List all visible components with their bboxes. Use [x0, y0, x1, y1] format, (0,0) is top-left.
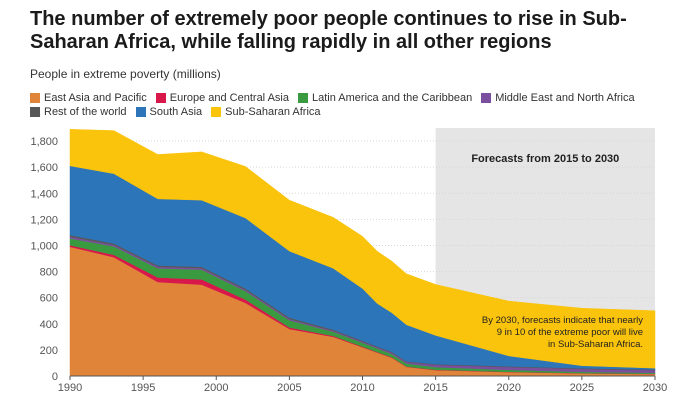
- legend: East Asia and Pacific Europe and Central…: [30, 91, 670, 119]
- y-tick-label: 1,600: [30, 162, 58, 174]
- legend-row-2: Rest of the world South Asia Sub-Saharan…: [30, 105, 670, 119]
- x-tick-label: 2020: [497, 382, 521, 394]
- forecast-note-line: By 2030, forecasts indicate that nearly: [482, 315, 643, 326]
- x-tick-label: 2030: [643, 382, 667, 394]
- y-tick-label: 600: [40, 293, 58, 305]
- legend-swatch-south-asia: [135, 107, 146, 117]
- legend-item-middle-east-north-africa: Middle East and North Africa: [481, 92, 635, 104]
- x-tick-label: 2010: [350, 382, 374, 394]
- x-tick-label: 1995: [131, 382, 155, 394]
- legend-label-rest-of-world: Rest of the world: [44, 106, 127, 118]
- legend-item-sub-saharan-africa: Sub-Saharan Africa: [211, 106, 321, 118]
- y-tick-label: 1,200: [30, 214, 58, 226]
- legend-item-latin-america-caribbean: Latin America and the Caribbean: [297, 92, 473, 104]
- legend-swatch-rest-of-world: [30, 107, 40, 117]
- legend-swatch-europe-central-asia: [155, 93, 166, 103]
- y-tick-label: 200: [40, 345, 58, 357]
- legend-label-middle-east-north-africa: Middle East and North Africa: [495, 92, 635, 104]
- x-tick-label: 2005: [277, 382, 301, 394]
- legend-row-1: East Asia and Pacific Europe and Central…: [30, 91, 670, 105]
- legend-swatch-latin-america-caribbean: [297, 93, 308, 103]
- forecast-note-line: in Sub-Saharan Africa.: [548, 339, 643, 350]
- y-tick-label: 800: [40, 267, 58, 279]
- y-tick-label: 1,400: [30, 188, 58, 200]
- x-tick-label: 1990: [58, 382, 82, 394]
- y-tick-label: 1,000: [30, 240, 58, 252]
- legend-item-europe-central-asia: Europe and Central Asia: [155, 92, 289, 104]
- forecast-label: Forecasts from 2015 to 2030: [471, 153, 619, 165]
- legend-label-south-asia: South Asia: [149, 106, 203, 118]
- legend-swatch-middle-east-north-africa: [481, 93, 492, 103]
- area-series-sub-saharan-africa: [69, 129, 656, 369]
- x-tick-label: 2025: [570, 382, 594, 394]
- legend-swatch-sub-saharan-africa: [211, 107, 222, 117]
- forecast-note-line: 9 in 10 of the extreme poor will live: [497, 327, 643, 338]
- legend-item-south-asia: South Asia: [135, 106, 203, 118]
- legend-label-europe-central-asia: Europe and Central Asia: [169, 92, 289, 104]
- x-tick-label: 2000: [204, 382, 228, 394]
- y-tick-label: 1,800: [30, 136, 58, 148]
- chart-title: The number of extremely poor people cont…: [30, 8, 627, 53]
- legend-label-latin-america-caribbean: Latin America and the Caribbean: [311, 92, 473, 104]
- chart-subtitle: People in extreme poverty (millions): [30, 67, 221, 81]
- legend-swatch-east-asia-pacific: [30, 93, 40, 103]
- y-tick-label: 0: [52, 371, 58, 383]
- legend-item-east-asia-pacific: East Asia and Pacific: [30, 92, 147, 104]
- legend-label-east-asia-pacific: East Asia and Pacific: [44, 92, 147, 104]
- legend-item-rest-of-world: Rest of the world: [30, 106, 127, 118]
- legend-label-sub-saharan-africa: Sub-Saharan Africa: [225, 106, 321, 118]
- x-tick-label: 2015: [423, 382, 447, 394]
- y-tick-label: 400: [40, 319, 58, 331]
